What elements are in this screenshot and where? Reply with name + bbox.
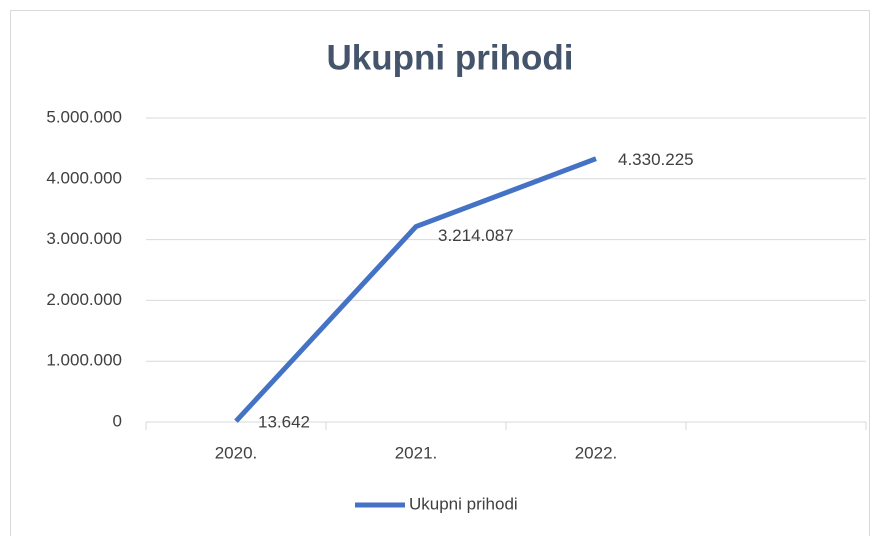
y-tick-label: 2.000.000 — [46, 290, 122, 309]
chart-title: Ukupni prihodi — [327, 38, 574, 77]
data-label: 3.214.087 — [438, 226, 514, 245]
series-line — [234, 156, 597, 423]
y-tick-label: 0 — [113, 411, 122, 430]
y-tick-label: 1.000.000 — [46, 351, 122, 370]
y-tick-label: 4.000.000 — [46, 168, 122, 187]
data-label: 4.330.225 — [618, 150, 694, 169]
y-tick-label: 5.000.000 — [46, 107, 122, 126]
x-tick-label: 2020. — [215, 443, 258, 462]
chart-border — [10, 10, 870, 536]
x-tick-label: 2021. — [395, 443, 438, 462]
data-label: 13.642 — [258, 413, 310, 432]
y-tick-label: 3.000.000 — [46, 229, 122, 248]
x-tick-label: 2022. — [575, 443, 618, 462]
legend-label: Ukupni prihodi — [409, 494, 518, 513]
